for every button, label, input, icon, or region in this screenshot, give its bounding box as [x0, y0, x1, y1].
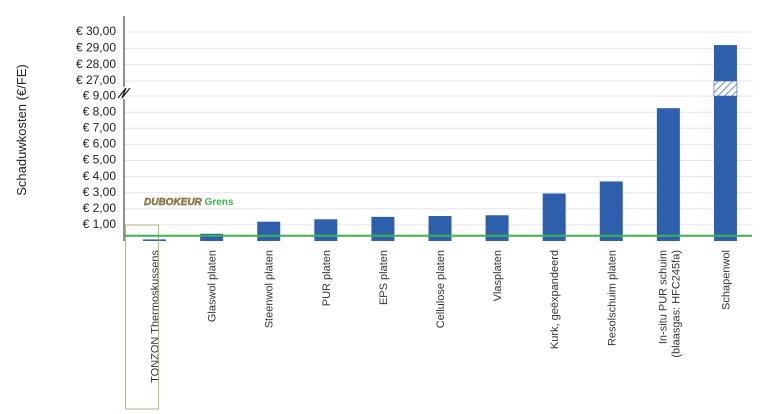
x-tick-label: Schapenwol: [720, 250, 732, 310]
y-tick-label: € 7,00: [83, 120, 117, 134]
y-tick-label: € 3,00: [83, 185, 117, 199]
x-axis-ticks: TONZON Thermoskussens Glaswol platen Steen…: [125, 224, 732, 410]
bar: [656, 108, 680, 241]
bar: [542, 193, 566, 241]
x-tick-label: Resolschuim platen: [606, 250, 618, 346]
axis-break-zigzag: [117, 87, 131, 99]
grens-text: Grens: [202, 197, 234, 208]
dubokeur-brand-text: DUBOKEUR: [144, 197, 203, 208]
bar: [428, 216, 452, 241]
reference-line-label: DUBOKEUR Grens: [144, 197, 234, 208]
x-tick-label: Glaswol platen: [207, 250, 219, 322]
highlight-box: [125, 224, 160, 410]
bar: [257, 221, 281, 241]
y-axis-label: Schaduwkosten (€/FE): [14, 64, 29, 196]
y-tick-label: € 29,00: [76, 41, 116, 55]
x-tick-label: In-situ PUR schuim(blaasgas: HFC245fa): [657, 250, 682, 358]
y-tick-label: € 30,00: [76, 24, 116, 38]
x-tick-label: Vlasplaten: [492, 250, 504, 301]
y-tick-label: € 8,00: [83, 104, 117, 118]
x-tick-label: PUR platen: [321, 250, 333, 306]
bar: [371, 216, 395, 241]
bar: [599, 181, 623, 241]
y-tick-label: € 2,00: [83, 201, 117, 215]
x-tick-label: TONZON Thermoskussens: [150, 250, 162, 383]
y-tick-label: € 28,00: [76, 57, 116, 71]
reference-line-label-text: DUBOKEUR Grens: [144, 197, 234, 208]
x-tick-label: EPS platen: [378, 250, 390, 305]
bar: [485, 215, 509, 241]
bars-group: [143, 45, 738, 241]
grid-lines: [124, 31, 752, 226]
y-tick-label: € 4,00: [83, 169, 117, 183]
bar: [314, 219, 338, 241]
y-tick-label: € 9,00: [83, 88, 117, 102]
x-tick-label: Kurk, geëxpandeerd: [549, 250, 561, 349]
bar-break-hatch: [713, 80, 738, 97]
y-tick-label: € 6,00: [83, 137, 117, 151]
bar: [200, 233, 224, 241]
y-axis-ticks: € 1,00 € 2,00 € 3,00 € 4,00 € 5,00 € 6,00 € 7,…: [76, 24, 116, 231]
bar: [713, 45, 737, 241]
y-tick-label: € 27,00: [76, 73, 116, 87]
bar: [143, 239, 167, 241]
axis-break-icon: [117, 87, 131, 99]
x-tick-label: Steenwol platen: [264, 250, 276, 328]
y-tick-label: € 1,00: [83, 217, 117, 231]
y-tick-label: € 5,00: [83, 153, 117, 167]
x-tick-label: Cellulose platen: [435, 250, 447, 328]
